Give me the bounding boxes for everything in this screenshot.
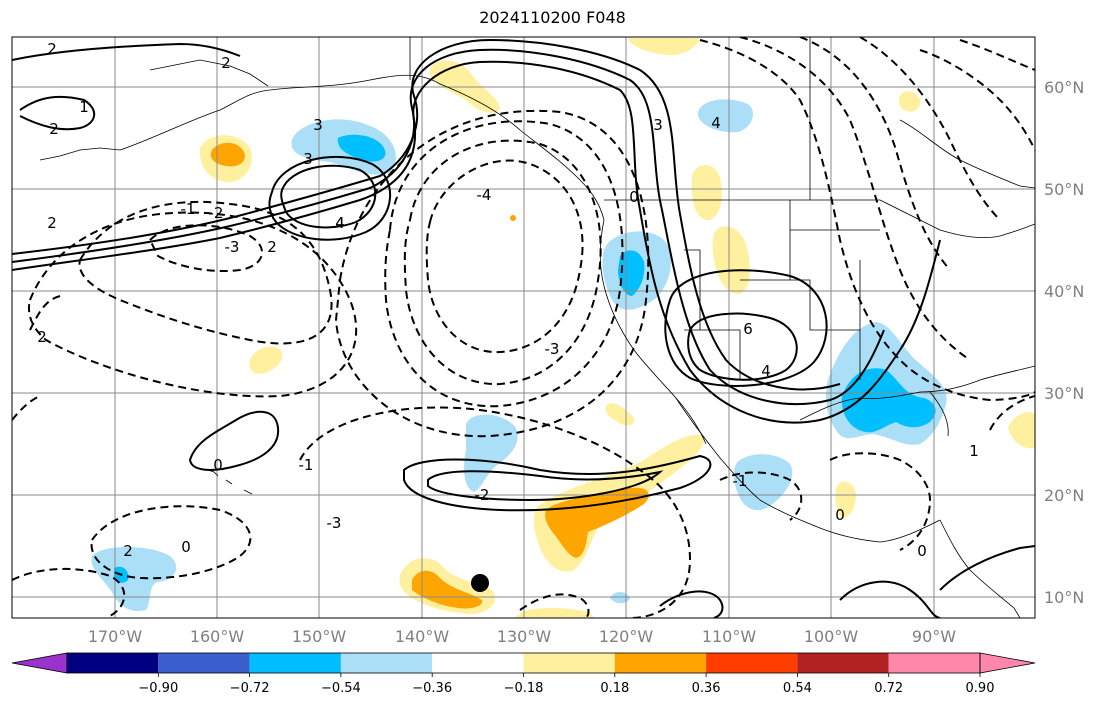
contours-negative bbox=[12, 37, 1035, 618]
colorbar-label: 0.90 bbox=[966, 681, 995, 696]
graticule bbox=[12, 37, 1035, 618]
lon-label: 90°W bbox=[912, 627, 956, 646]
colorbar-segment bbox=[158, 653, 250, 673]
colorbar-segment bbox=[706, 653, 798, 673]
contour-label: 3 bbox=[653, 116, 663, 134]
contour-label: -1 bbox=[181, 200, 196, 218]
colorbar-label: −0.54 bbox=[321, 681, 361, 696]
colorbar-label: 0.36 bbox=[692, 681, 721, 696]
contour-label: 2 bbox=[123, 542, 133, 560]
contour-label: 3 bbox=[313, 116, 323, 134]
lon-label: 170°W bbox=[88, 627, 143, 646]
colorbar-label: 0.72 bbox=[874, 681, 903, 696]
contour-label: -1 bbox=[733, 472, 748, 490]
latitude-labels: 60°N 50°N 40°N 30°N 20°N 10°N bbox=[1044, 78, 1084, 607]
colorbar-label: −0.18 bbox=[504, 681, 544, 696]
contour-label: 3 bbox=[303, 150, 313, 168]
map-frame bbox=[11, 36, 1036, 619]
colorbar-segment bbox=[888, 653, 980, 673]
contour-label: 6 bbox=[743, 320, 753, 338]
lat-label: 60°N bbox=[1044, 78, 1084, 97]
lat-label: 10°N bbox=[1044, 588, 1084, 607]
contour-label: -2 bbox=[475, 486, 490, 504]
lon-label: 150°W bbox=[292, 627, 347, 646]
center-marker bbox=[471, 574, 489, 592]
colorbar-segment bbox=[432, 653, 524, 673]
contour-label: 0 bbox=[629, 188, 639, 206]
colorbar-segment bbox=[249, 653, 341, 673]
contour-label: 0 bbox=[213, 456, 223, 474]
lat-label: 20°N bbox=[1044, 486, 1084, 505]
contour-label: 4 bbox=[761, 362, 771, 380]
contour-label: 2 bbox=[47, 40, 57, 58]
lon-label: 120°W bbox=[599, 627, 654, 646]
contour-label: 2 bbox=[47, 214, 57, 232]
contour-label: 0 bbox=[835, 506, 845, 524]
contour-label: 2 bbox=[267, 238, 277, 256]
lat-label: 30°N bbox=[1044, 384, 1084, 403]
colorbar-segment bbox=[67, 653, 159, 673]
contour-label: -1 bbox=[299, 456, 314, 474]
lon-label: 130°W bbox=[497, 627, 552, 646]
colorbar-label: −0.36 bbox=[412, 681, 452, 696]
colorbar: −0.90 −0.72 −0.54 −0.36 −0.18 0.18 0.36 0.54 0.7… bbox=[11, 652, 1036, 696]
contour-label: 2 bbox=[221, 54, 231, 72]
colorbar-label: −0.72 bbox=[230, 681, 270, 696]
contour-label: 4 bbox=[335, 214, 345, 232]
colorbar-extend-high bbox=[979, 652, 1036, 674]
colorbar-segment bbox=[797, 653, 889, 673]
longitude-labels: 170°W 160°W 150°W 140°W 130°W 120°W 110°W 100°W… bbox=[88, 627, 956, 646]
colorbar-label: 0.18 bbox=[600, 681, 629, 696]
contour-label: 1 bbox=[79, 98, 89, 116]
contour-label: 4 bbox=[711, 114, 721, 132]
colorbar-segment bbox=[523, 653, 615, 673]
contour-label: -3 bbox=[327, 514, 342, 532]
colorbar-label: 0.54 bbox=[783, 681, 812, 696]
contours-positive bbox=[12, 38, 1035, 618]
contour-label: 2 bbox=[37, 328, 47, 346]
lon-label: 100°W bbox=[804, 627, 859, 646]
contour-label: -3 bbox=[545, 340, 560, 358]
contour-label: 0 bbox=[917, 542, 927, 560]
lat-label: 50°N bbox=[1044, 180, 1084, 199]
lon-label: 140°W bbox=[395, 627, 450, 646]
lon-label: 160°W bbox=[190, 627, 245, 646]
colorbar-label: −0.90 bbox=[138, 681, 178, 696]
contour-label: 4 bbox=[335, 214, 345, 232]
lat-label: 40°N bbox=[1044, 282, 1084, 301]
map-content bbox=[12, 37, 1035, 618]
colorbar-segment bbox=[614, 653, 707, 673]
contour-label: 0 bbox=[181, 538, 191, 556]
colorbar-extend-low bbox=[11, 652, 68, 674]
contour-label: 2 bbox=[49, 120, 59, 138]
map-title: 2024110200 F048 bbox=[479, 8, 626, 27]
contour-label: -3 bbox=[225, 238, 240, 256]
contour-label: -4 bbox=[477, 186, 492, 204]
contour-label: -2 bbox=[209, 204, 224, 222]
contour-label: 1 bbox=[969, 442, 979, 460]
lon-label: 110°W bbox=[702, 627, 757, 646]
colorbar-segment bbox=[340, 653, 433, 673]
